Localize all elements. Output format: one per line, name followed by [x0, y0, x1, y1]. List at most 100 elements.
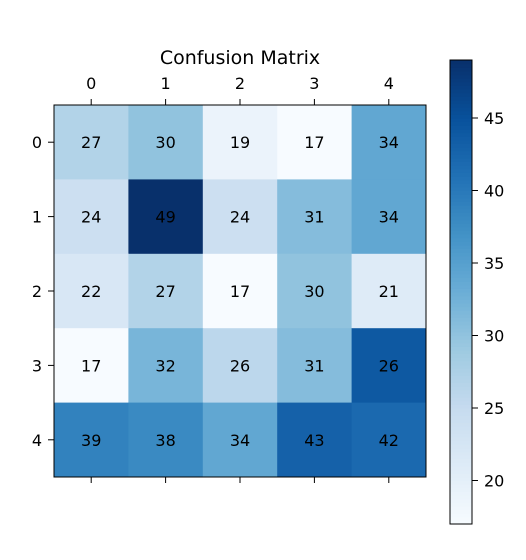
colorbar-segment	[450, 505, 472, 511]
colorbar-segment	[450, 415, 472, 420]
colorbar-segment	[450, 306, 472, 311]
colorbar-segment	[450, 451, 472, 456]
colorbar-segment	[450, 103, 472, 108]
cell-value-1-1: 49	[155, 208, 175, 227]
colorbar-segment	[450, 393, 472, 398]
cell-value-1-2: 24	[230, 208, 250, 227]
colorbar: 20 25 30 35 40 45	[449, 59, 504, 525]
colorbar-segment	[450, 371, 472, 376]
heatmap-cell-1-3	[277, 179, 353, 255]
colorbar-segment	[450, 324, 472, 329]
colorbar-segment	[450, 484, 472, 489]
colorbar-segment	[450, 230, 472, 235]
cell-value-1-0: 24	[81, 208, 101, 227]
colorbar-segment	[450, 346, 472, 351]
chart-title: Confusion Matrix	[160, 47, 320, 69]
heatmap-cell-3-2	[202, 328, 278, 404]
colorbar-segment	[450, 339, 472, 344]
colorbar-segment	[450, 487, 472, 492]
heatmap-cell-3-4	[351, 328, 427, 404]
heatmap-cell-3-1	[128, 328, 204, 404]
colorbar-segment	[450, 335, 472, 340]
colorbar-segment	[450, 397, 472, 402]
colorbar-segment	[450, 165, 472, 170]
cell-value-4-4: 42	[379, 431, 399, 450]
heatmap-cell-3-3	[277, 328, 353, 404]
colorbar-segment	[450, 107, 472, 112]
colorbar-segment	[450, 244, 472, 250]
cell-value-2-0: 22	[81, 282, 101, 301]
colorbar-segment	[450, 509, 472, 514]
cell-value-0-0: 27	[81, 133, 101, 152]
colorbar-segment	[450, 288, 472, 293]
colorbar-tick-label-0: 20	[484, 472, 504, 491]
y-tick-label-0: 0	[32, 133, 42, 152]
cell-value-3-4: 26	[379, 356, 399, 375]
cell-value-1-4: 34	[379, 208, 399, 227]
x-tick-label-1: 1	[161, 74, 171, 93]
heatmap-cell-4-0	[54, 402, 129, 478]
colorbar-segment	[450, 379, 472, 384]
colorbar-segment	[450, 263, 472, 268]
colorbar-segment	[450, 469, 472, 474]
colorbar-segment	[450, 328, 472, 333]
colorbar-segment	[450, 179, 472, 184]
colorbar-segment	[450, 447, 472, 453]
heatmap-cell-3-0	[54, 328, 129, 404]
colorbar-segment	[450, 208, 472, 213]
heatmap-cell-2-1	[128, 253, 204, 329]
y-tick-label-1: 1	[32, 208, 42, 227]
colorbar-tick-label-1: 25	[484, 399, 504, 418]
colorbar-segment	[450, 299, 472, 304]
colorbar-segment	[450, 74, 472, 79]
cell-value-4-1: 38	[155, 431, 175, 450]
colorbar-segment	[450, 237, 472, 242]
colorbar-segment	[450, 302, 472, 308]
cell-value-4-3: 43	[304, 431, 324, 450]
colorbar-segment	[450, 172, 472, 177]
heatmap-cells	[54, 105, 427, 478]
colorbar-segment	[450, 234, 472, 239]
colorbar-segment	[450, 190, 472, 195]
colorbar-segment	[450, 226, 472, 231]
colorbar-segment	[450, 70, 472, 76]
colorbar-tick-label-3: 35	[484, 254, 504, 273]
colorbar-segment	[450, 520, 472, 525]
colorbar-segment	[450, 99, 472, 105]
colorbar-segment	[450, 310, 472, 315]
colorbar-segment	[450, 201, 472, 206]
cell-value-3-2: 26	[230, 356, 250, 375]
colorbar-segment	[450, 516, 472, 521]
colorbar-segment	[450, 132, 472, 137]
cell-value-3-3: 31	[304, 356, 324, 375]
colorbar-segment	[450, 266, 472, 271]
colorbar-segment	[450, 161, 472, 166]
colorbar-segment	[450, 81, 472, 86]
colorbar-segment	[450, 150, 472, 155]
colorbar-segment	[450, 241, 472, 246]
colorbar-segment	[450, 277, 472, 282]
colorbar-segment	[450, 281, 472, 286]
colorbar-segment	[450, 498, 472, 503]
cell-value-2-2: 17	[230, 282, 250, 301]
colorbar-segment	[450, 215, 472, 221]
colorbar-segment	[450, 186, 472, 192]
y-tick-label-4: 4	[32, 431, 42, 450]
colorbar-segment	[450, 114, 472, 119]
colorbar-segment	[450, 418, 472, 424]
colorbar-segment	[450, 502, 472, 507]
colorbar-segment	[450, 248, 472, 253]
colorbar-segment	[450, 313, 472, 318]
colorbar-segment	[450, 331, 472, 337]
colorbar-segment	[450, 89, 472, 94]
colorbar-segment	[450, 400, 472, 405]
colorbar-segment	[450, 223, 472, 228]
colorbar-segment	[450, 154, 472, 159]
heatmap-cell-4-4	[351, 402, 427, 478]
colorbar-segment	[450, 67, 472, 72]
cell-value-2-4: 21	[379, 282, 399, 301]
cell-value-0-2: 19	[230, 133, 250, 152]
colorbar-segment	[450, 273, 472, 279]
